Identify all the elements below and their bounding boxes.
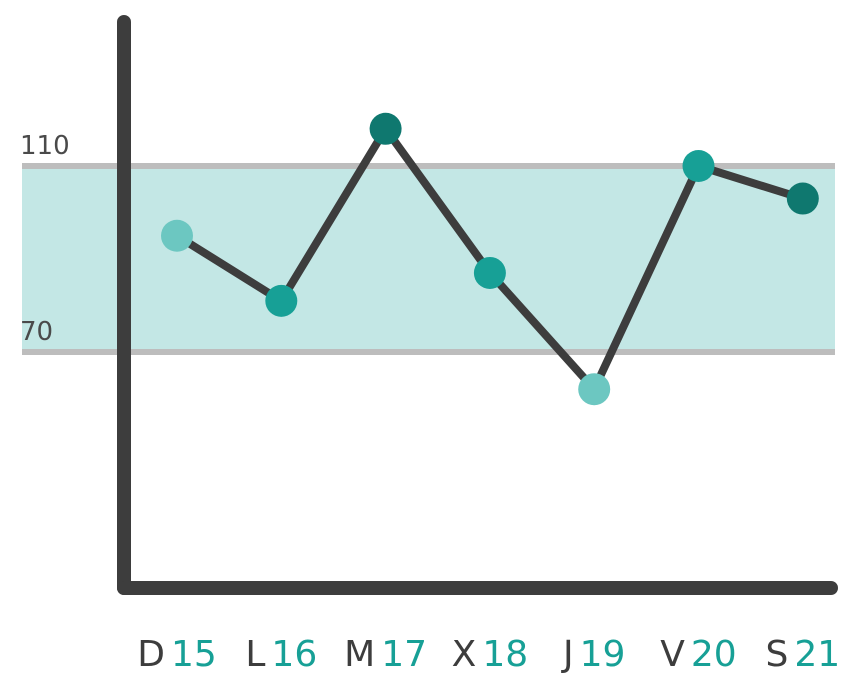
day-letter: D	[137, 634, 165, 675]
day-number: 15	[171, 634, 217, 675]
data-point	[369, 112, 402, 145]
data-point	[265, 284, 298, 317]
upper-reference-label: 110	[20, 131, 70, 161]
series-segment	[694, 162, 807, 203]
day-number: 20	[691, 634, 737, 675]
data-point	[161, 219, 193, 252]
x-tick-label: M 17	[344, 634, 427, 675]
day-letter: L	[245, 634, 265, 675]
x-tick-labels: D 15 L 16 M 17 X 18 J 19 V 20 S 21	[137, 634, 840, 675]
x-tick-label: D 15	[137, 634, 217, 675]
day-number: 16	[271, 634, 317, 675]
data-point	[473, 256, 506, 289]
series-line-group	[173, 124, 807, 394]
data-points-group	[161, 112, 819, 406]
day-letter: X	[452, 634, 477, 675]
day-letter: V	[660, 634, 685, 675]
day-number: 18	[482, 634, 528, 675]
x-tick-label: S 21	[765, 634, 840, 675]
series-segment	[485, 268, 599, 394]
lower-reference-label: 70	[20, 317, 53, 347]
normal-range-band	[22, 166, 835, 352]
series-segment	[277, 124, 390, 305]
x-tick-label: L 16	[245, 634, 317, 675]
day-letter: M	[344, 634, 375, 675]
day-letter: J	[561, 634, 574, 675]
x-tick-label: J 19	[561, 634, 625, 675]
series-segment	[381, 124, 494, 277]
day-number: 21	[794, 634, 840, 675]
x-tick-label: V 20	[660, 634, 736, 675]
day-letter: S	[765, 634, 788, 675]
day-number: 17	[381, 634, 427, 675]
series-segment	[590, 162, 703, 394]
data-point	[682, 150, 715, 182]
data-point	[786, 182, 819, 215]
day-number: 19	[580, 634, 626, 675]
data-point	[578, 373, 611, 406]
x-tick-label: X 18	[452, 634, 528, 675]
series-segment	[173, 231, 286, 305]
